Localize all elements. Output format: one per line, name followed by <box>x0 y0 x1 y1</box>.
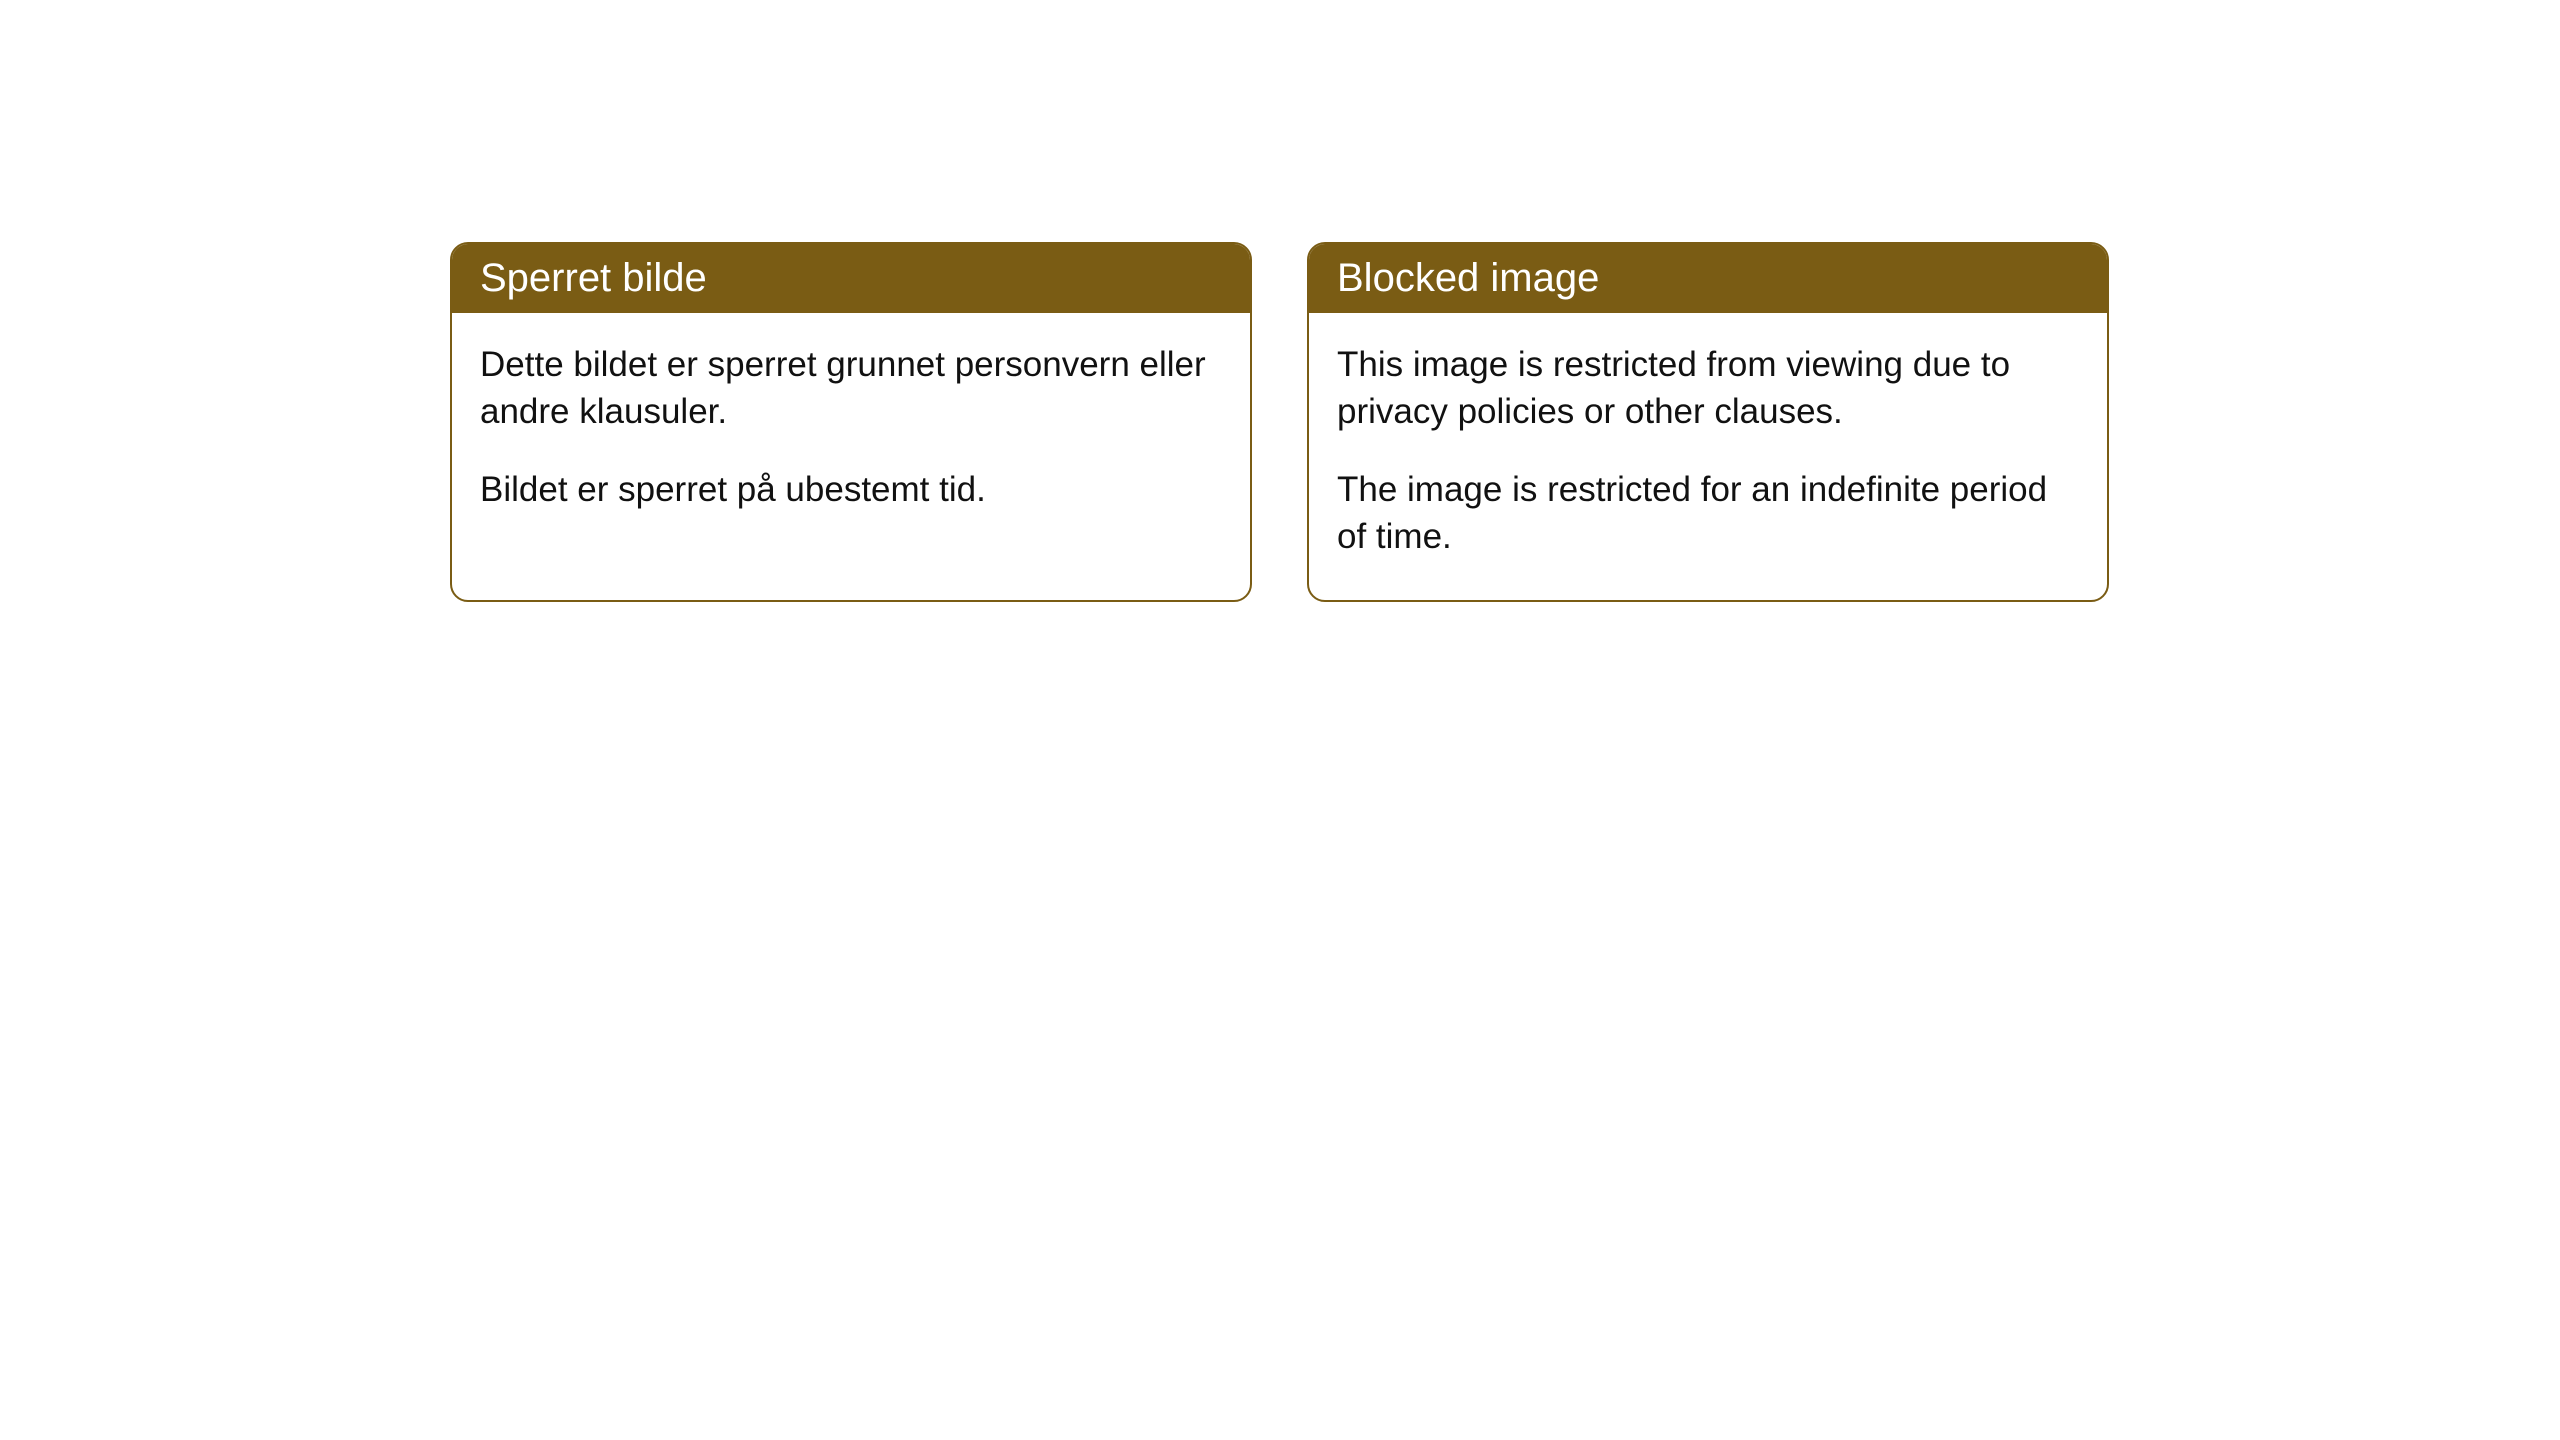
notice-card-norwegian: Sperret bilde Dette bildet er sperret gr… <box>450 242 1252 602</box>
notice-cards-container: Sperret bilde Dette bildet er sperret gr… <box>450 242 2560 602</box>
notice-card-paragraph: This image is restricted from viewing du… <box>1337 341 2079 436</box>
notice-card-paragraph: Dette bildet er sperret grunnet personve… <box>480 341 1222 436</box>
notice-card-english: Blocked image This image is restricted f… <box>1307 242 2109 602</box>
notice-card-paragraph: Bildet er sperret på ubestemt tid. <box>480 466 1222 513</box>
notice-card-title: Blocked image <box>1337 256 1599 300</box>
notice-card-paragraph: The image is restricted for an indefinit… <box>1337 466 2079 561</box>
notice-card-title: Sperret bilde <box>480 256 707 300</box>
notice-card-body: Dette bildet er sperret grunnet personve… <box>452 313 1250 553</box>
notice-card-header: Sperret bilde <box>452 244 1250 313</box>
notice-card-body: This image is restricted from viewing du… <box>1309 313 2107 600</box>
notice-card-header: Blocked image <box>1309 244 2107 313</box>
